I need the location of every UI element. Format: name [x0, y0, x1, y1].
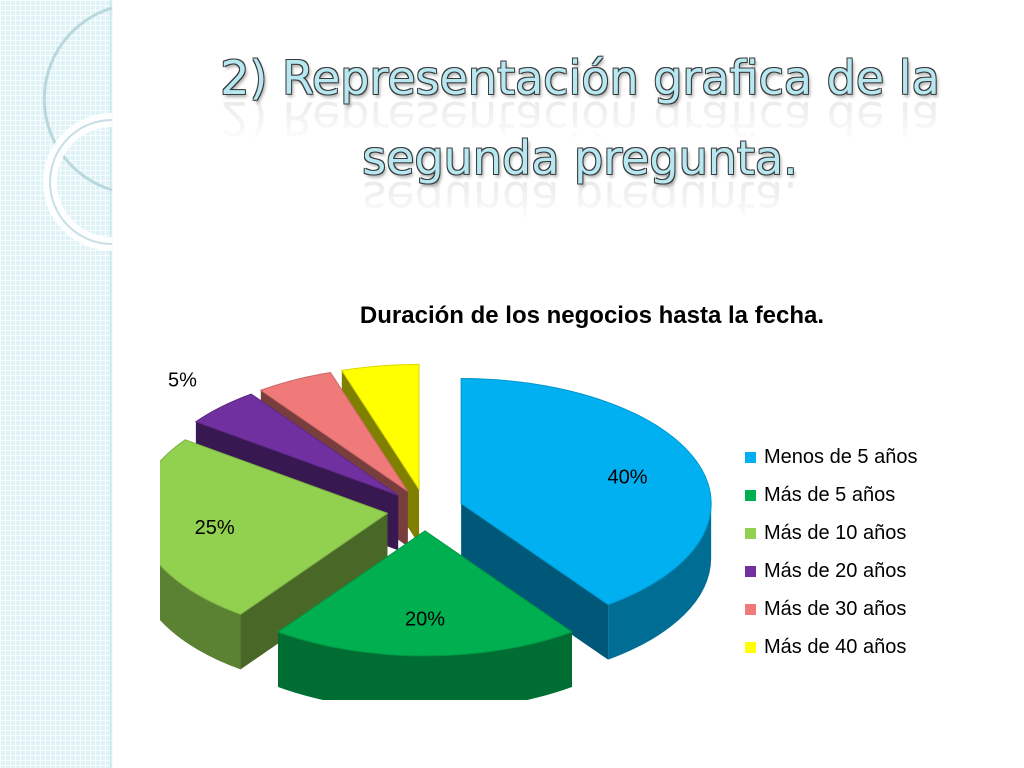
pie-slice-menos-de-5: [460, 378, 712, 606]
pie-slice-side-menos-de-5: [461, 503, 609, 660]
legend-item: Más de 5 años: [745, 476, 1005, 514]
data-label-menos-de-5: 40%: [608, 467, 648, 489]
legend-swatch: [745, 489, 756, 501]
legend-label: Más de 10 años: [764, 521, 907, 544]
pie-slice-mas-de-10: [160, 439, 389, 615]
legend-label: Más de 30 años: [764, 597, 907, 620]
legend-item: Más de 10 años: [745, 514, 1005, 552]
legend-item: Más de 20 años: [745, 552, 1005, 590]
legend-item: Más de 30 años: [745, 590, 1005, 628]
slide-title: 2) Representación grafica de la segunda …: [150, 40, 1010, 230]
pie-slice-mas-de-30: [259, 371, 409, 492]
legend-label: Menos de 5 años: [764, 445, 918, 468]
pie-slice-wall-menos-de-5: [608, 503, 712, 660]
decorative-rings: [42, 6, 113, 251]
pie-slice-wall-mas-de-10: [160, 565, 241, 670]
legend-swatch: [745, 641, 756, 653]
title-line-1: 2) Representación grafica de la: [220, 51, 940, 105]
legend-swatch: [745, 565, 756, 577]
legend-label: Más de 40 años: [764, 635, 907, 658]
pie-slice-wall-mas-de-5: [278, 632, 572, 700]
legend-swatch: [745, 451, 756, 463]
legend-swatch: [745, 527, 756, 539]
data-label-mas-de-5: 20%: [405, 608, 445, 630]
data-label-mas-de-20: 5%: [168, 369, 197, 391]
pie-slice-mas-de-40: [340, 363, 420, 492]
legend-item: Más de 40 años: [745, 628, 1005, 666]
pie-slice-mas-de-20: [194, 393, 399, 496]
pie-labels: 40%20%25%5%5%5%: [168, 369, 648, 630]
chart-title: Duración de los negocios hasta la fecha.: [359, 302, 825, 329]
legend-item: Menos de 5 años: [745, 438, 1005, 476]
title-line-2: segunda pregunta.: [362, 131, 798, 185]
legend-swatch: [745, 603, 756, 615]
legend-label: Más de 20 años: [764, 559, 907, 582]
data-label-mas-de-10: 25%: [195, 517, 235, 539]
pie-tops: [160, 363, 712, 657]
pie-slice-mas-de-5: [276, 530, 574, 657]
legend-label: Más de 5 años: [764, 483, 896, 506]
chart-legend: Menos de 5 años Más de 5 años Más de 10 …: [745, 438, 1005, 666]
pie-chart: 40%20%25%5%5%5%: [160, 363, 712, 700]
